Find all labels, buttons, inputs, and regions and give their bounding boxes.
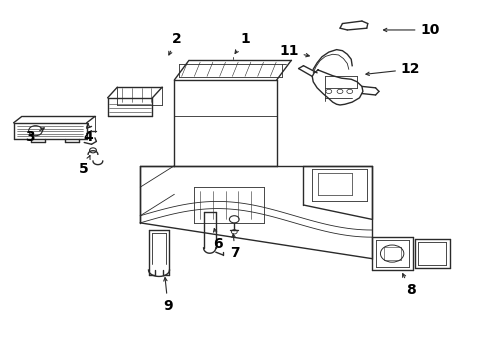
Text: 1: 1 bbox=[235, 32, 250, 53]
Text: 9: 9 bbox=[163, 278, 173, 313]
Text: 3: 3 bbox=[25, 128, 44, 144]
Text: 12: 12 bbox=[366, 62, 420, 76]
Text: 8: 8 bbox=[403, 274, 416, 297]
Text: 6: 6 bbox=[213, 229, 223, 251]
Text: 5: 5 bbox=[79, 156, 90, 176]
Text: 7: 7 bbox=[230, 234, 240, 260]
Text: 11: 11 bbox=[279, 44, 309, 58]
Text: 2: 2 bbox=[169, 32, 182, 55]
Text: 4: 4 bbox=[83, 124, 93, 144]
Text: 10: 10 bbox=[384, 23, 440, 37]
